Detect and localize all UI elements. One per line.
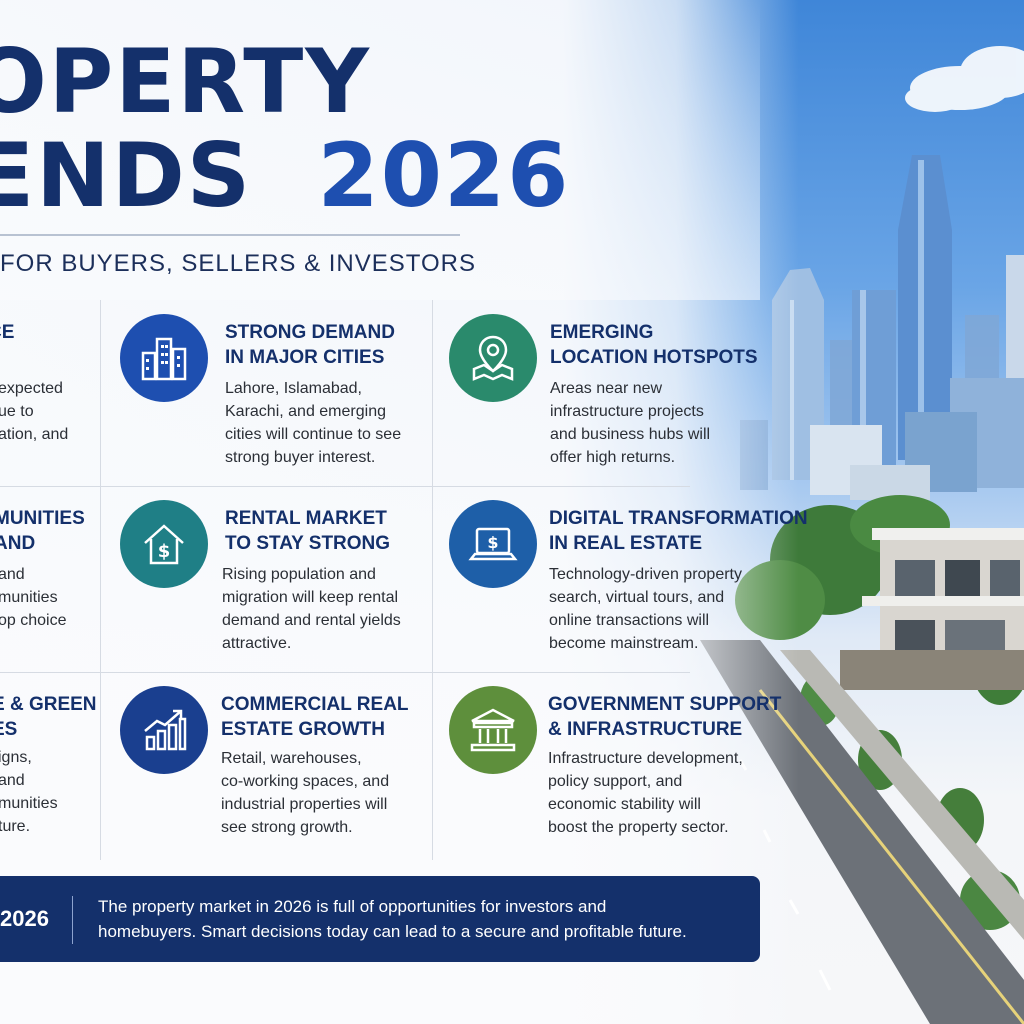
card-body-left-3: igns, and munities ture.: [0, 749, 58, 835]
government-support-body: Infrastructure development, policy suppo…: [548, 750, 743, 836]
emerging-hotspots-body: Areas near new infrastructure projects a…: [550, 380, 711, 466]
subtitle: FOR BUYERS, SELLERS & INVESTORS: [0, 250, 477, 277]
card-body-left-1: expected ue to ation, and: [0, 380, 69, 443]
main-title-line1: OPERTY: [0, 30, 371, 133]
government-support-title: GOVERNMENT SUPPORT & INFRASTRUCTURE: [548, 694, 782, 740]
title-divider: [0, 234, 460, 236]
digital-transformation-body: Technology-driven property search, virtu…: [549, 566, 742, 652]
column-divider-1: [100, 300, 101, 860]
card-body-left-2: and munities op choice: [0, 566, 67, 629]
commercial-growth-title: COMMERCIAL REAL ESTATE GROWTH: [221, 694, 409, 740]
buildings-icon: [120, 314, 208, 402]
house-dollar-icon: $: [120, 500, 208, 588]
digital-transformation-title: DIGITAL TRANSFORMATION IN REAL ESTATE: [549, 508, 808, 554]
summary-banner: [0, 876, 760, 962]
main-title-year: 2026: [317, 124, 571, 227]
rental-market-body: Rising population and migration will kee…: [222, 566, 401, 652]
strong-demand-body: Lahore, Islamabad, Karachi, and emerging…: [225, 380, 402, 466]
map-pin-icon: [449, 314, 537, 402]
main-title-word: ENDS: [0, 124, 253, 227]
svg-text:$: $: [487, 533, 498, 552]
svg-text:$: $: [158, 541, 171, 562]
row-divider-1: [0, 486, 690, 487]
column-divider-2: [432, 300, 433, 860]
strong-demand-title: STRONG DEMAND IN MAJOR CITIES: [225, 322, 395, 368]
card-title-left-3: E & GREEN ES: [0, 694, 97, 740]
banner-year: 2026: [0, 906, 49, 931]
banner-text: The property market in 2026 is full of o…: [98, 897, 687, 941]
main-title-line2: ENDS 2026: [0, 132, 570, 220]
rental-market-title: RENTAL MARKET TO STAY STRONG: [225, 508, 391, 554]
banner-divider: [72, 896, 73, 944]
emerging-hotspots-title: EMERGING LOCATION HOTSPOTS: [550, 322, 758, 368]
commercial-growth-body: Retail, warehouses, co-working spaces, a…: [221, 750, 390, 836]
growth-chart-icon: [120, 686, 208, 774]
laptop-dollar-icon: $: [449, 500, 537, 588]
government-building-icon: [449, 686, 537, 774]
card-title-left-2: MUNITIES AND: [0, 508, 85, 554]
row-divider-2: [0, 672, 690, 673]
card-title-left-1: CE: [0, 322, 15, 343]
